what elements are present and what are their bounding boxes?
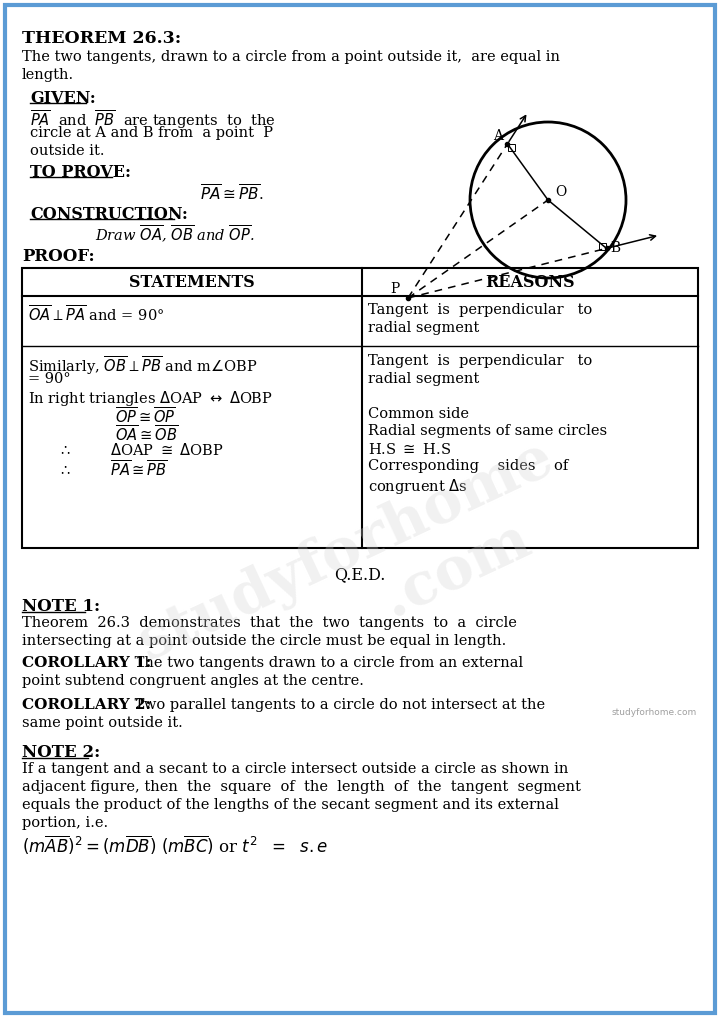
Text: Tangent  is  perpendicular   to: Tangent is perpendicular to: [368, 354, 593, 367]
Text: B: B: [611, 241, 621, 256]
Text: If a tangent and a secant to a circle intersect outside a circle as shown in: If a tangent and a secant to a circle in…: [22, 762, 568, 776]
Bar: [22, 268, 698, 548]
Text: studyforhome.com: studyforhome.com: [612, 708, 697, 717]
Text: $\overline{OA} \perp \overline{PA}$ and = 90°: $\overline{OA} \perp \overline{PA}$ and …: [28, 304, 164, 324]
Text: $\overline{PA}$  and  $\overline{PB}$  are tangents  to  the: $\overline{PA}$ and $\overline{PB}$ are …: [30, 108, 275, 130]
Text: TO PROVE:: TO PROVE:: [30, 164, 131, 181]
Text: $\overline{OP} \cong \overline{OP}$: $\overline{OP} \cong \overline{OP}$: [78, 406, 176, 427]
Text: studyforhome
         .com: studyforhome .com: [130, 430, 590, 731]
Text: Similarly, $\overline{OB} \perp \overline{PB}$ and m$\angle$OBP: Similarly, $\overline{OB} \perp \overlin…: [28, 354, 258, 377]
Text: Two parallel tangents to a circle do not intersect at the: Two parallel tangents to a circle do not…: [130, 698, 545, 712]
Text: Q.E.D.: Q.E.D.: [334, 566, 386, 583]
Text: $\therefore$        $\overline{PA} \cong \overline{PB}$: $\therefore$ $\overline{PA} \cong \overl…: [58, 459, 168, 479]
Text: The two tangents drawn to a circle from an external: The two tangents drawn to a circle from …: [130, 656, 523, 670]
Text: CONSTRUCTION:: CONSTRUCTION:: [30, 206, 188, 223]
Text: The two tangents, drawn to a circle from a point outside it,  are equal in: The two tangents, drawn to a circle from…: [22, 50, 560, 64]
Bar: [598, 243, 606, 250]
Text: congruent $\Delta$s: congruent $\Delta$s: [368, 476, 468, 496]
Text: $\overline{PA} \cong \overline{PB}$.: $\overline{PA} \cong \overline{PB}$.: [200, 184, 264, 205]
Text: NOTE 1:: NOTE 1:: [22, 598, 100, 615]
Text: STATEMENTS: STATEMENTS: [129, 274, 255, 290]
Text: $(m\overline{AB})^2 = (m\overline{DB})\ (m\overline{BC})$ or $t^2\ \ =\ \ s.e$: $(m\overline{AB})^2 = (m\overline{DB})\ …: [22, 834, 328, 857]
Text: THEOREM 26.3:: THEOREM 26.3:: [22, 30, 181, 47]
Bar: [508, 144, 516, 151]
Text: circle at A and B from  a point  P: circle at A and B from a point P: [30, 126, 273, 140]
Text: COROLLARY 1:: COROLLARY 1:: [22, 656, 151, 670]
Text: In right triangles $\Delta$OAP $\leftrightarrow$ $\Delta$OBP: In right triangles $\Delta$OAP $\leftrig…: [28, 389, 273, 408]
Text: P: P: [390, 282, 400, 296]
Text: adjacent figure, then  the  square  of  the  length  of  the  tangent  segment: adjacent figure, then the square of the …: [22, 780, 581, 794]
Text: radial segment: radial segment: [368, 321, 480, 335]
Text: radial segment: radial segment: [368, 372, 480, 386]
Text: NOTE 2:: NOTE 2:: [22, 744, 100, 761]
Text: intersecting at a point outside the circle must be equal in length.: intersecting at a point outside the circ…: [22, 634, 506, 648]
Text: point subtend congruent angles at the centre.: point subtend congruent angles at the ce…: [22, 674, 364, 688]
Text: outside it.: outside it.: [30, 144, 104, 158]
Text: A: A: [493, 129, 503, 143]
Text: PROOF:: PROOF:: [22, 248, 94, 265]
Text: Tangent  is  perpendicular   to: Tangent is perpendicular to: [368, 303, 593, 317]
Text: H.S $\cong$ H.S: H.S $\cong$ H.S: [368, 442, 451, 456]
Text: Draw $\overline{OA}$, $\overline{OB}$ and $\overline{OP}$.: Draw $\overline{OA}$, $\overline{OB}$ an…: [95, 224, 255, 245]
Text: portion, i.e.: portion, i.e.: [22, 816, 108, 830]
Text: $\therefore$        $\Delta$OAP $\cong$ $\Delta$OBP: $\therefore$ $\Delta$OAP $\cong$ $\Delta…: [58, 442, 224, 457]
Text: length.: length.: [22, 68, 74, 82]
Text: GIVEN:: GIVEN:: [30, 90, 96, 107]
Text: $\overline{OA} \cong \overline{OB}$: $\overline{OA} \cong \overline{OB}$: [78, 425, 179, 444]
Text: = 90°: = 90°: [28, 372, 71, 386]
Text: equals the product of the lengths of the secant segment and its external: equals the product of the lengths of the…: [22, 798, 559, 812]
Text: O: O: [555, 185, 566, 199]
Text: Radial segments of same circles: Radial segments of same circles: [368, 425, 607, 438]
Text: REASONS: REASONS: [485, 274, 575, 290]
Text: same point outside it.: same point outside it.: [22, 716, 183, 730]
Text: Corresponding    sides    of: Corresponding sides of: [368, 459, 568, 473]
Text: COROLLARY 2:: COROLLARY 2:: [22, 698, 151, 712]
Text: Common side: Common side: [368, 406, 469, 420]
Text: Theorem  26.3  demonstrates  that  the  two  tangents  to  a  circle: Theorem 26.3 demonstrates that the two t…: [22, 616, 517, 630]
